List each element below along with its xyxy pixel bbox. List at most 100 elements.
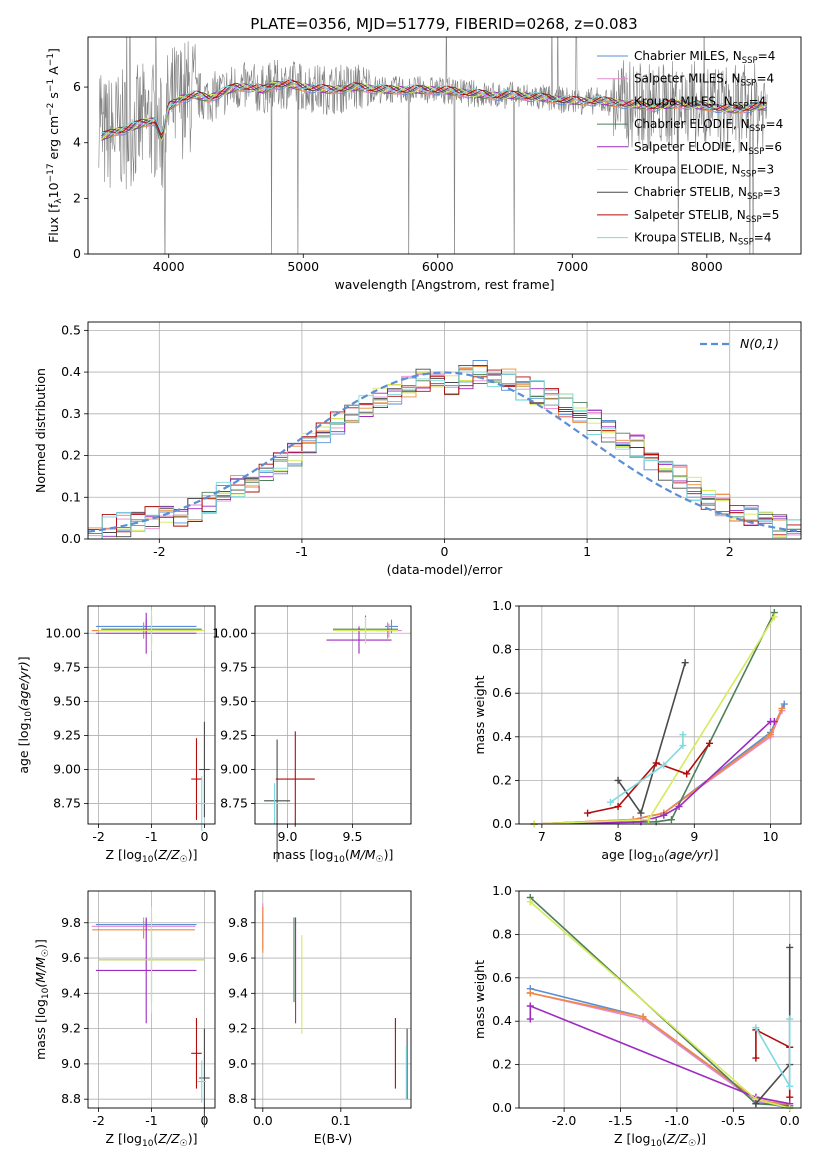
y-tick-label: 9.00 bbox=[220, 762, 248, 777]
y-tick-label: 9.75 bbox=[53, 659, 81, 674]
data-point-marker bbox=[778, 704, 786, 712]
x-tick-label: 0 bbox=[441, 544, 449, 559]
y-tick-label: 0.4 bbox=[61, 364, 81, 379]
data-point-marker bbox=[770, 613, 778, 621]
model-spectrum-line bbox=[101, 79, 767, 136]
y-tick-label: 9.50 bbox=[53, 693, 81, 708]
series-line bbox=[534, 612, 776, 824]
x-tick-label: 0 bbox=[200, 829, 208, 844]
x-tick-label: 9 bbox=[690, 829, 698, 844]
y-tick-label: 8.8 bbox=[61, 1091, 81, 1106]
data-point-marker bbox=[526, 1015, 534, 1023]
series-line bbox=[610, 734, 684, 803]
y-tick-label: 9.2 bbox=[61, 1021, 81, 1036]
axes-frame bbox=[254, 890, 412, 1109]
label-part: =6 bbox=[764, 140, 782, 154]
data-point-marker bbox=[660, 811, 668, 819]
label-part: ( bbox=[153, 1131, 158, 1146]
y-tick-label: 0.0 bbox=[492, 1100, 512, 1115]
y-tick-label: 9.2 bbox=[228, 1021, 248, 1036]
y-tick-label: 0.8 bbox=[492, 642, 512, 657]
label-part: (age/yr) bbox=[664, 847, 714, 862]
x-tick-label: 10 bbox=[763, 829, 779, 844]
series-line bbox=[755, 1019, 791, 1090]
label-part: =3 bbox=[763, 185, 781, 199]
data-point-marker bbox=[681, 659, 689, 667]
data-point-marker bbox=[786, 1015, 794, 1023]
data-point-marker bbox=[767, 731, 775, 739]
label-part: ( bbox=[345, 847, 350, 862]
data-point-marker bbox=[639, 1013, 647, 1021]
data-point-marker bbox=[652, 759, 660, 767]
subscript: ☉ bbox=[376, 855, 384, 865]
x-tick-label: 8000 bbox=[691, 259, 723, 274]
residual-histogram-panel: -2 -1 0 1 2 0.0 0.1 0.2 0.3 0.4 0.5 (data-model)/er… bbox=[33, 321, 802, 577]
legend-entry: N(0,1) bbox=[740, 336, 779, 351]
x-tick-label: 9.5 bbox=[343, 829, 363, 844]
y-tick-label: 2 bbox=[73, 190, 81, 205]
y-tick-label: 4 bbox=[73, 135, 81, 150]
x-tick-label: 6000 bbox=[422, 259, 454, 274]
data-point-marker bbox=[780, 700, 788, 708]
model-spectrum-line bbox=[101, 81, 767, 138]
series-line bbox=[530, 992, 790, 1107]
axes-frame bbox=[87, 605, 216, 825]
model-spectrum-line bbox=[101, 78, 767, 135]
subscript: 10 bbox=[142, 1139, 154, 1149]
superscript: −2 bbox=[46, 103, 56, 116]
label-part: Z/Z bbox=[157, 1131, 180, 1146]
y-axis-label: mass weight bbox=[472, 675, 487, 754]
series-line bbox=[534, 616, 775, 824]
x-tick-label: -1.0 bbox=[665, 1113, 689, 1128]
axes-frame bbox=[87, 890, 216, 1109]
age-vs-mass-panel: 9.0 9.5 8.75 9.00 9.25 9.50 9.75 10.00 mass [log… bbox=[212, 605, 412, 865]
age-vs-metallicity-panel: -2 -1 0 8.75 9.00 9.25 9.50 9.75 10.00 Z [log10(Z… bbox=[16, 605, 216, 865]
y-tick-label: 9.25 bbox=[53, 727, 81, 742]
series-line bbox=[534, 710, 783, 824]
series-line bbox=[530, 987, 790, 1108]
label-part: =4 bbox=[766, 117, 784, 131]
axes-frame bbox=[87, 36, 802, 255]
label-part: =4 bbox=[749, 94, 767, 108]
label-part: M/M bbox=[350, 847, 376, 862]
superscript: −1 bbox=[46, 79, 56, 92]
subscript: 10 bbox=[333, 855, 345, 865]
data-point-marker bbox=[645, 816, 653, 824]
x-axis-label: Z [log10(Z/Z☉)] bbox=[614, 1131, 706, 1149]
subscript: SSP bbox=[747, 192, 763, 202]
y-axis-label: mass [log10(M/M☉)] bbox=[33, 939, 51, 1060]
subscript: SSP bbox=[738, 238, 754, 248]
data-point-marker bbox=[752, 1054, 760, 1062]
axes-frame bbox=[87, 321, 802, 540]
x-tick-label: 4000 bbox=[153, 259, 185, 274]
x-tick-label: -1 bbox=[296, 544, 308, 559]
histogram-series bbox=[88, 366, 801, 539]
data-point-marker bbox=[770, 718, 778, 726]
x-tick-label: 2 bbox=[726, 544, 734, 559]
subscript: 10 bbox=[650, 1139, 662, 1149]
label-part: Z/Z bbox=[157, 847, 180, 862]
x-tick-label: 9.0 bbox=[278, 829, 298, 844]
legend-entry: Chabrier MILES, NSSP=4 bbox=[634, 49, 775, 66]
data-point-marker bbox=[526, 1002, 534, 1010]
x-tick-label: 0.0 bbox=[253, 1113, 273, 1128]
label-part: 10 bbox=[46, 182, 61, 198]
superscript: −17 bbox=[46, 163, 56, 182]
y-axis-label: Normed distribution bbox=[33, 368, 48, 493]
y-tick-label: 9.4 bbox=[61, 985, 81, 1000]
y-tick-label: 9.00 bbox=[53, 762, 81, 777]
subscript: ☉ bbox=[180, 855, 188, 865]
y-tick-label: 8.75 bbox=[53, 796, 81, 811]
mass-weight-vs-metallicity-panel: -2.0 -1.5 -1.0 -0.5 0.0 0.0 0.2 0.4 0.6 0.8 1.0 mas… bbox=[472, 883, 802, 1149]
y-tick-label: 9.8 bbox=[228, 915, 248, 930]
subscript: SSP bbox=[741, 79, 757, 89]
y-axis-label: mass weight bbox=[472, 960, 487, 1039]
label-part: )] bbox=[33, 939, 48, 949]
y-tick-label: 0.4 bbox=[492, 1013, 512, 1028]
data-point-marker bbox=[752, 1024, 760, 1032]
data-point-marker bbox=[752, 1100, 760, 1108]
y-tick-label: 0.6 bbox=[492, 970, 512, 985]
spectrum-panel: 4000 5000 6000 7000 8000 0 2 4 6 wavelength [Angs… bbox=[46, 36, 802, 292]
label-part: =4 bbox=[754, 231, 772, 245]
subscript: ☉ bbox=[41, 949, 51, 957]
